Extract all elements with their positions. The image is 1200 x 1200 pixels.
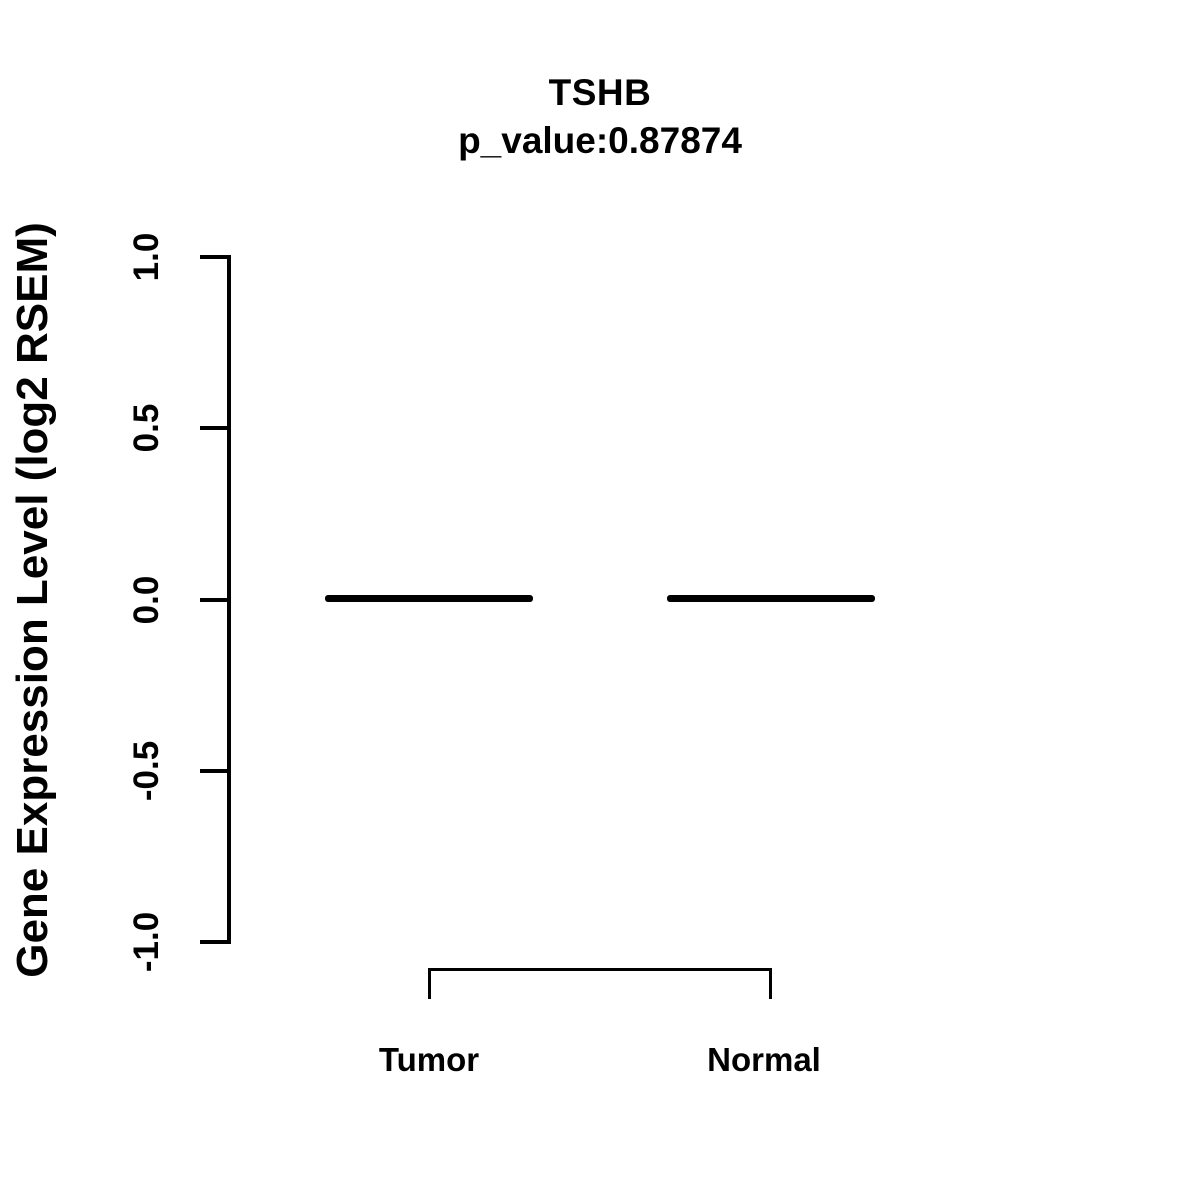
comparison-bracket-horizontal [428, 968, 772, 971]
y-axis-label: Gene Expression Level (log2 RSEM) [8, 222, 57, 978]
y-axis-tick [200, 769, 228, 773]
chart-subtitle-pvalue: p_value:0.87874 [458, 120, 742, 161]
category-label-tumor: Tumor [378, 1041, 480, 1078]
y-axis-tick-label: -1.0 [127, 911, 166, 973]
y-axis-tick [200, 940, 228, 944]
boxplot-median-normal [667, 595, 875, 602]
comparison-bracket-left-end [428, 968, 431, 999]
y-axis-tick-label: -0.5 [127, 740, 166, 802]
y-axis-line [227, 255, 231, 944]
category-label-normal: Normal [707, 1041, 821, 1078]
boxplot-median-tumor [325, 595, 533, 602]
y-axis-tick-label: 0.0 [127, 575, 166, 625]
y-axis-tick [200, 598, 228, 602]
y-axis-tick [200, 255, 228, 259]
y-axis-tick-label: 1.0 [127, 232, 166, 282]
comparison-bracket-right-end [769, 968, 772, 999]
y-axis-tick [200, 426, 228, 430]
y-axis-tick-label: 0.5 [127, 403, 166, 453]
chart-title: TSHB [548, 72, 652, 113]
